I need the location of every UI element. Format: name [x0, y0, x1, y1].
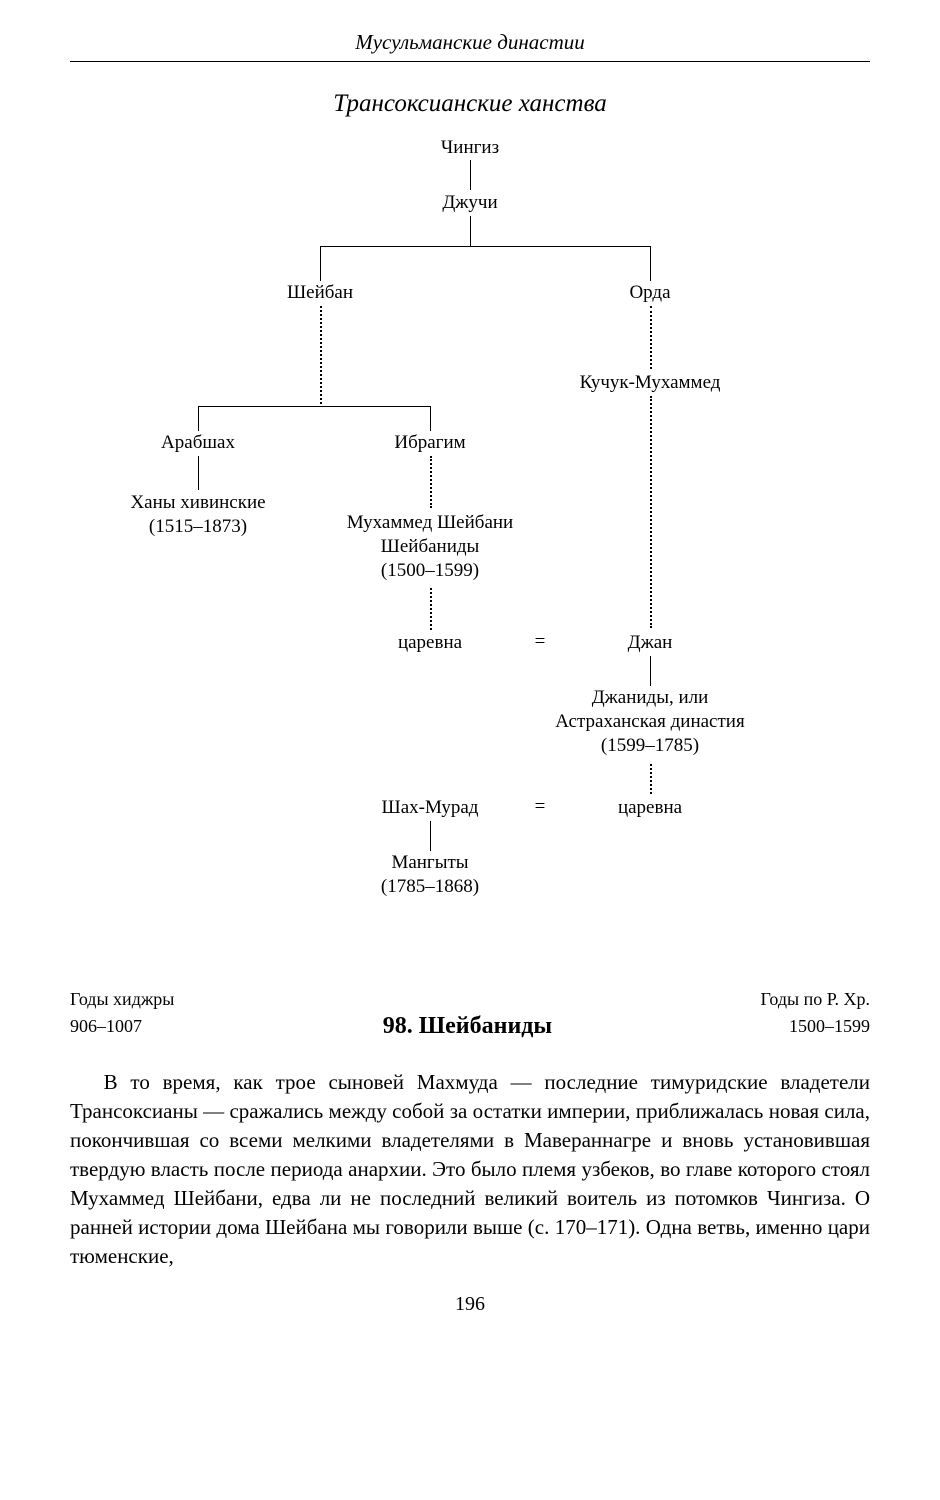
tree-node-dzhan: Джан	[628, 631, 673, 655]
marriage-mark: =	[535, 631, 546, 653]
tree-node-tsarevna1: царевна	[398, 631, 462, 655]
tree-connector	[430, 821, 431, 851]
tree-node-kuchuk: Кучук-Мухаммед	[580, 371, 721, 395]
ad-label: Годы по Р. Хр.	[761, 986, 870, 1013]
diagram-title: Трансоксианские ханства	[70, 90, 870, 118]
page-number: 196	[70, 1293, 870, 1316]
tree-node-chingiz: Чингиз	[441, 136, 499, 160]
hijri-years: 906–1007	[70, 1013, 174, 1040]
tree-node-tsarevna2: царевна	[618, 796, 682, 820]
tree-connector	[320, 246, 650, 247]
genealogy-tree: Чингиз Джучи Шейбан Орда Кучук-Мухаммед Арабш…	[70, 136, 870, 916]
section-heading: 98. Шейбаниды	[383, 1013, 552, 1040]
tree-connector-dotted	[650, 764, 652, 794]
tree-connector-dotted	[320, 306, 322, 404]
tree-node-dzhanidy: Джаниды, илиАстраханская династия(1599–1…	[555, 686, 744, 757]
tree-connector	[470, 216, 471, 246]
tree-connector-dotted	[650, 396, 652, 628]
marriage-mark: =	[535, 796, 546, 818]
tree-node-orda: Орда	[629, 281, 670, 305]
tree-connector-dotted	[430, 456, 432, 508]
tree-connector	[198, 406, 430, 407]
body-paragraph: В то время, как трое сыновей Махмуда — п…	[70, 1068, 870, 1271]
tree-connector-dotted	[650, 306, 652, 369]
tree-connector	[198, 456, 199, 490]
section-header-row: Годы хиджры 906–1007 98. Шейбаниды Годы …	[70, 986, 870, 1040]
tree-node-mangyty: Мангыты(1785–1868)	[381, 851, 479, 899]
tree-connector	[470, 160, 471, 190]
tree-node-juchi: Джучи	[442, 191, 497, 215]
tree-node-shahmurad: Шах-Мурад	[382, 796, 479, 820]
hijri-label: Годы хиджры	[70, 986, 174, 1013]
header-rule	[70, 61, 870, 62]
tree-connector-dotted	[430, 588, 432, 630]
tree-connector	[650, 656, 651, 686]
tree-connector	[198, 406, 199, 431]
tree-connector	[650, 246, 651, 281]
tree-node-ibragim: Ибрагим	[394, 431, 465, 455]
tree-node-arabshah: Арабшах	[161, 431, 235, 455]
ad-years: 1500–1599	[761, 1013, 870, 1040]
tree-node-khiva: Ханы хивинские(1515–1873)	[130, 491, 265, 539]
tree-node-sheyban: Шейбан	[287, 281, 353, 305]
tree-connector	[320, 246, 321, 281]
tree-node-mshey: Мухаммед ШейбаниШейбаниды(1500–1599)	[347, 511, 513, 582]
running-head: Мусульманские династии	[70, 30, 870, 55]
tree-connector	[430, 406, 431, 431]
